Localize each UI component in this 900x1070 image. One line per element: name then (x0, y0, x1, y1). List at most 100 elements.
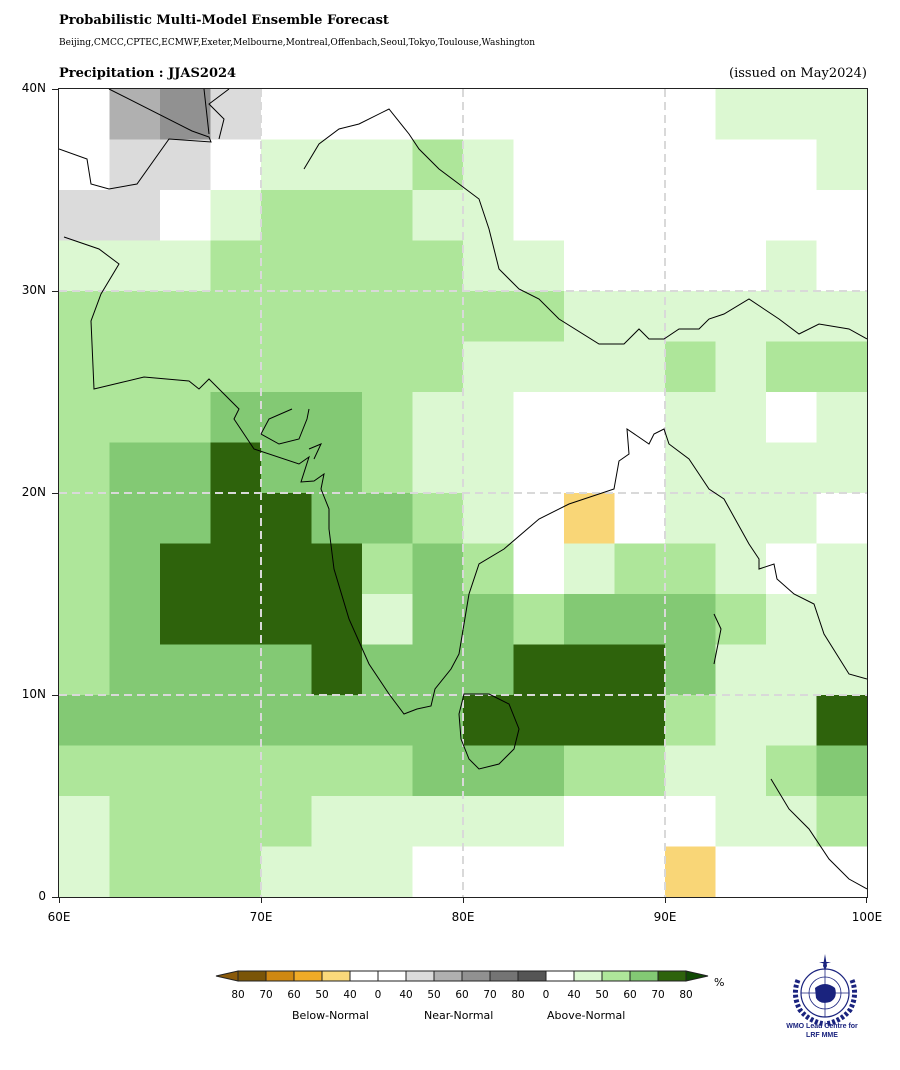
y-tick (52, 493, 58, 494)
grid-cell (311, 190, 363, 241)
wmo-logo-text: WMO Lead Centre for LRF MME (772, 1022, 872, 1040)
x-label-60e: 60E (47, 910, 71, 924)
grid-cell (766, 341, 817, 393)
x-tick (59, 897, 60, 903)
grid-cell (614, 796, 666, 847)
grid-cell (311, 493, 363, 544)
grid-cell (261, 190, 312, 241)
grid-cell (766, 796, 817, 847)
grid-cell (564, 745, 615, 797)
grid-cell (665, 240, 716, 292)
grid-cell (412, 594, 464, 645)
grid-cell (463, 846, 514, 898)
grid-cell (362, 341, 413, 393)
grid-cell (564, 644, 615, 696)
grid-cell (715, 796, 767, 847)
colorbar-tick-label: 50 (595, 989, 609, 1001)
grid-cell (564, 695, 615, 746)
grid-cell (59, 594, 110, 645)
grid-cell (109, 594, 161, 645)
grid-cell (412, 392, 464, 443)
grid-cell (412, 442, 464, 494)
grid-cell (412, 493, 464, 544)
grid-cell (362, 392, 413, 443)
grid-cell (109, 543, 161, 595)
grid-cell (816, 240, 868, 292)
grid-cell (109, 139, 161, 191)
y-label-0: 0 (38, 889, 46, 903)
colorbar-segment (657, 970, 687, 982)
grid-cell (109, 644, 161, 696)
grid-cell (513, 745, 565, 797)
grid-cell (564, 89, 615, 140)
grid-cell (109, 442, 161, 494)
grid-cell (362, 594, 413, 645)
y-tick (52, 695, 58, 696)
grid-cell (362, 291, 413, 342)
grid-cell (362, 543, 413, 595)
grid-cell (564, 341, 615, 393)
colorbar-tick-label: 50 (427, 989, 441, 1001)
grid-cell (362, 644, 413, 696)
grid-cell (311, 594, 363, 645)
colorbar-tick-label: 80 (511, 989, 525, 1001)
grid-cell (311, 745, 363, 797)
grid-cell (412, 190, 464, 241)
grid-cell (816, 89, 868, 140)
colorbar-segment (349, 970, 379, 982)
grid-cell (109, 240, 161, 292)
grid-cell (614, 594, 666, 645)
y-tick (52, 291, 58, 292)
grid-cell (766, 695, 817, 746)
grid-cell (362, 846, 413, 898)
grid-cell (160, 695, 211, 746)
grid-cell (564, 291, 615, 342)
grid-cell (513, 543, 565, 595)
grid-cell (463, 139, 514, 191)
grid-cell (564, 493, 615, 544)
grid-cell (463, 89, 514, 140)
grid-cell (109, 493, 161, 544)
grid-cell (715, 846, 767, 898)
grid-cell (513, 341, 565, 393)
grid-cell (311, 240, 363, 292)
grid-cell (59, 291, 110, 342)
grid-cell (412, 341, 464, 393)
colorbar-tick-label: 60 (455, 989, 469, 1001)
grid-cell (816, 190, 868, 241)
grid-cell (463, 796, 514, 847)
colorbar-segment (321, 970, 351, 982)
grid-cell (715, 89, 767, 140)
grid-cell (614, 89, 666, 140)
colorbar-segment (573, 970, 603, 982)
grid-cell (210, 341, 262, 393)
grid-cell (412, 745, 464, 797)
grid-cell (362, 442, 413, 494)
x-tick (866, 897, 867, 903)
grid-cell (766, 644, 817, 696)
grid-cell (59, 796, 110, 847)
grid-cell (210, 644, 262, 696)
grid-cell (210, 695, 262, 746)
grid-cell (311, 392, 363, 443)
coastline-outline (58, 88, 868, 890)
grid-cell (513, 190, 565, 241)
colorbar-tick-label: 70 (259, 989, 273, 1001)
grid-cell (665, 291, 716, 342)
grid-cell (816, 594, 868, 645)
grid-cell (109, 291, 161, 342)
grid-cell (261, 695, 312, 746)
contributors-list: Beijing,CMCC,CPTEC,ECMWF,Exeter,Melbourn… (59, 38, 536, 48)
grid-cell (564, 190, 615, 241)
grid-cell (261, 240, 312, 292)
grid-cell (160, 139, 211, 191)
grid-cell (614, 846, 666, 898)
colorbar-tick-label: 40 (399, 989, 413, 1001)
grid-cell (362, 240, 413, 292)
grid-cell (311, 442, 363, 494)
grid-cell (109, 89, 161, 140)
grid-cell (715, 543, 767, 595)
colorbar (215, 970, 709, 982)
grid-cell (513, 442, 565, 494)
grid-cell (463, 341, 514, 393)
